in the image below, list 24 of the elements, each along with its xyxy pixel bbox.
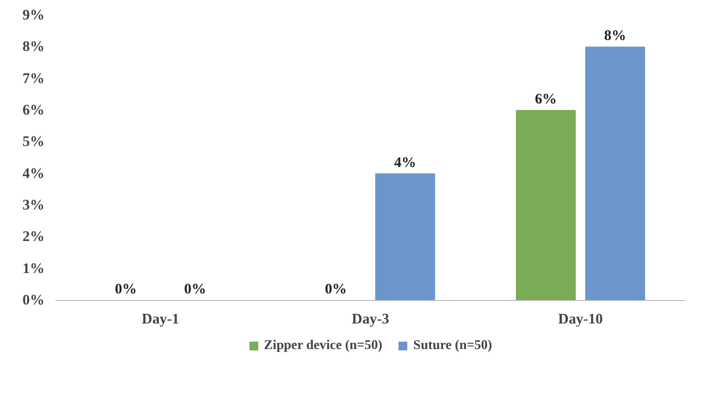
x-tick-label: Day-10: [558, 312, 603, 328]
y-tick-label: 5%: [22, 134, 44, 150]
y-tick-label: 0%: [22, 292, 44, 308]
y-tick-label: 4%: [22, 166, 44, 182]
x-tick-label: Day-1: [142, 312, 180, 328]
bar: [516, 110, 576, 300]
y-tick-label: 8%: [22, 39, 44, 56]
y-tick-label: 3%: [22, 198, 44, 214]
y-tick-label: 9%: [22, 8, 44, 24]
data-label: 6%: [534, 92, 557, 108]
data-label: 4%: [394, 154, 416, 171]
bar: [375, 173, 436, 300]
data-label: 0%: [184, 282, 206, 298]
y-tick-label: 6%: [22, 102, 44, 118]
x-tick-label: Day-3: [352, 312, 390, 328]
data-label: 8%: [604, 28, 626, 44]
bar: [585, 46, 646, 300]
data-label: 0%: [114, 282, 137, 298]
data-label: 0%: [324, 282, 347, 298]
legend-label: Zipper device (n=50): [264, 337, 382, 353]
y-tick-label: 7%: [22, 70, 44, 87]
legend-label: Suture (n=50): [413, 337, 492, 353]
y-tick-label: 2%: [22, 229, 44, 246]
y-tick-label: 1%: [22, 260, 44, 277]
